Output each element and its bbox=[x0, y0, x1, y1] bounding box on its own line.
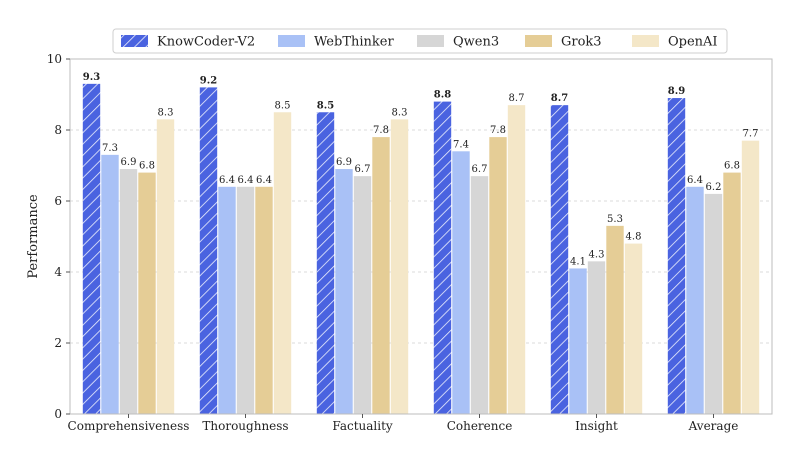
bar-grok3-average bbox=[723, 172, 741, 414]
y-tick-label: 10 bbox=[47, 52, 62, 66]
bar-qwen3-average bbox=[704, 193, 723, 414]
bar-openai-average bbox=[741, 140, 760, 414]
bar-knowcoder-v2-average bbox=[667, 98, 686, 415]
bar-grok3-coherence bbox=[489, 137, 507, 414]
bar-grok3-insight bbox=[606, 225, 624, 414]
data-label: 6.4 bbox=[238, 175, 254, 186]
legend-item-grok3[interactable]: Grok3 bbox=[525, 35, 602, 50]
bar-webthinker-factuality bbox=[335, 169, 353, 414]
y-tick-label: 8 bbox=[54, 123, 62, 137]
data-label: 8.3 bbox=[158, 107, 174, 118]
bar-grok3-comprehensiveness bbox=[138, 172, 156, 414]
x-tick-label: Comprehensiveness bbox=[68, 419, 190, 433]
legend-swatch bbox=[417, 35, 444, 47]
data-label: 6.8 bbox=[139, 161, 155, 172]
bar-openai-factuality bbox=[390, 119, 409, 414]
bar-grok3-thoroughness bbox=[255, 186, 273, 414]
legend-item-qwen3[interactable]: Qwen3 bbox=[417, 35, 499, 50]
legend-swatch bbox=[121, 35, 148, 47]
grid-lines bbox=[70, 129, 772, 344]
data-label: 9.3 bbox=[83, 72, 100, 83]
legend-swatch bbox=[632, 35, 659, 47]
data-label: 6.9 bbox=[336, 157, 352, 168]
legend-label: OpenAI bbox=[668, 35, 718, 50]
bar-openai-thoroughness bbox=[273, 112, 292, 414]
data-label: 8.8 bbox=[434, 90, 451, 101]
legend-swatch bbox=[525, 35, 552, 47]
bar-webthinker-insight bbox=[569, 268, 587, 414]
legend[interactable]: KnowCoder-V2 WebThinker Qwen3 Grok3 OpenAI bbox=[112, 28, 728, 54]
data-label: 8.7 bbox=[509, 93, 525, 104]
bar-openai-comprehensiveness bbox=[156, 119, 175, 414]
bar-grok3-factuality bbox=[372, 137, 390, 414]
data-label: 8.3 bbox=[392, 107, 408, 118]
legend-label: WebThinker bbox=[314, 35, 394, 50]
legend-item-webthinker[interactable]: WebThinker bbox=[278, 35, 394, 50]
bar-openai-insight bbox=[624, 243, 643, 414]
bar-webthinker-coherence bbox=[452, 151, 470, 415]
bar-knowcoder-v2-thoroughness bbox=[199, 87, 218, 415]
legend-label: Grok3 bbox=[561, 35, 602, 50]
data-label: 4.8 bbox=[626, 232, 642, 243]
bar-webthinker-thoroughness bbox=[218, 186, 236, 414]
x-tick-label: Thoroughness bbox=[202, 419, 288, 433]
y-tick-label: 0 bbox=[54, 407, 62, 421]
bar-knowcoder-v2-coherence bbox=[433, 101, 452, 414]
data-label: 8.5 bbox=[317, 100, 334, 111]
bar-knowcoder-v2-comprehensiveness bbox=[82, 83, 101, 414]
data-label: 7.3 bbox=[102, 143, 118, 154]
data-label: 6.7 bbox=[472, 164, 488, 175]
x-tick-label: Average bbox=[688, 419, 739, 433]
y-tick-label: 4 bbox=[54, 265, 62, 279]
data-label: 4.1 bbox=[570, 256, 586, 267]
y-tick-label: 2 bbox=[54, 336, 62, 350]
bar-webthinker-average bbox=[686, 186, 704, 414]
data-label: 6.4 bbox=[687, 175, 703, 186]
legend-label: Qwen3 bbox=[453, 35, 499, 50]
legend-swatch bbox=[278, 35, 305, 47]
x-tick-label: Factuality bbox=[332, 419, 393, 433]
bar-qwen3-factuality bbox=[353, 176, 372, 414]
data-label: 7.8 bbox=[490, 125, 506, 136]
legend-item-openai[interactable]: OpenAI bbox=[632, 35, 718, 50]
legend-label: KnowCoder-V2 bbox=[157, 35, 255, 50]
y-axis-ticks: 0 2 4 6 8 10 bbox=[47, 52, 70, 421]
bar-webthinker-comprehensiveness bbox=[101, 154, 119, 414]
x-tick-label: Coherence bbox=[447, 419, 513, 433]
data-label: 6.2 bbox=[706, 182, 722, 193]
data-label: 6.4 bbox=[219, 175, 235, 186]
data-label: 8.7 bbox=[551, 93, 568, 104]
data-label: 6.4 bbox=[256, 175, 272, 186]
data-labels: 9.37.36.9 6.88.39.26.4 6.4 6.48.5 8.56.96.77… bbox=[83, 72, 759, 268]
data-label: 6.8 bbox=[724, 161, 740, 172]
bar-knowcoder-v2-factuality bbox=[316, 112, 335, 414]
x-axis-ticks: Comprehensiveness Thoroughness Factuality C… bbox=[68, 414, 739, 433]
data-label: 5.3 bbox=[607, 214, 623, 225]
x-tick-label: Insight bbox=[575, 419, 618, 433]
legend-item-knowcoder-v2[interactable]: KnowCoder-V2 bbox=[121, 35, 255, 50]
plot-frame bbox=[69, 58, 773, 415]
y-tick-label: 6 bbox=[54, 194, 62, 208]
bars bbox=[82, 83, 760, 415]
bar-knowcoder-v2-insight bbox=[550, 105, 569, 415]
data-label: 7.7 bbox=[743, 129, 759, 140]
bar-openai-coherence bbox=[507, 105, 526, 415]
bar-qwen3-coherence bbox=[470, 176, 489, 414]
y-axis-label: Performance bbox=[26, 194, 41, 279]
data-label: 8.5 bbox=[275, 100, 291, 111]
data-label: 9.2 bbox=[200, 75, 217, 86]
bar-qwen3-insight bbox=[587, 261, 606, 414]
data-label: 7.4 bbox=[453, 139, 469, 150]
data-label: 6.9 bbox=[121, 157, 137, 168]
bar-qwen3-comprehensiveness bbox=[119, 169, 138, 414]
data-label: 4.3 bbox=[589, 249, 605, 260]
data-label: 6.7 bbox=[355, 164, 371, 175]
data-label: 7.8 bbox=[373, 125, 389, 136]
data-label: 8.9 bbox=[668, 86, 685, 97]
bar-qwen3-thoroughness bbox=[236, 186, 255, 414]
